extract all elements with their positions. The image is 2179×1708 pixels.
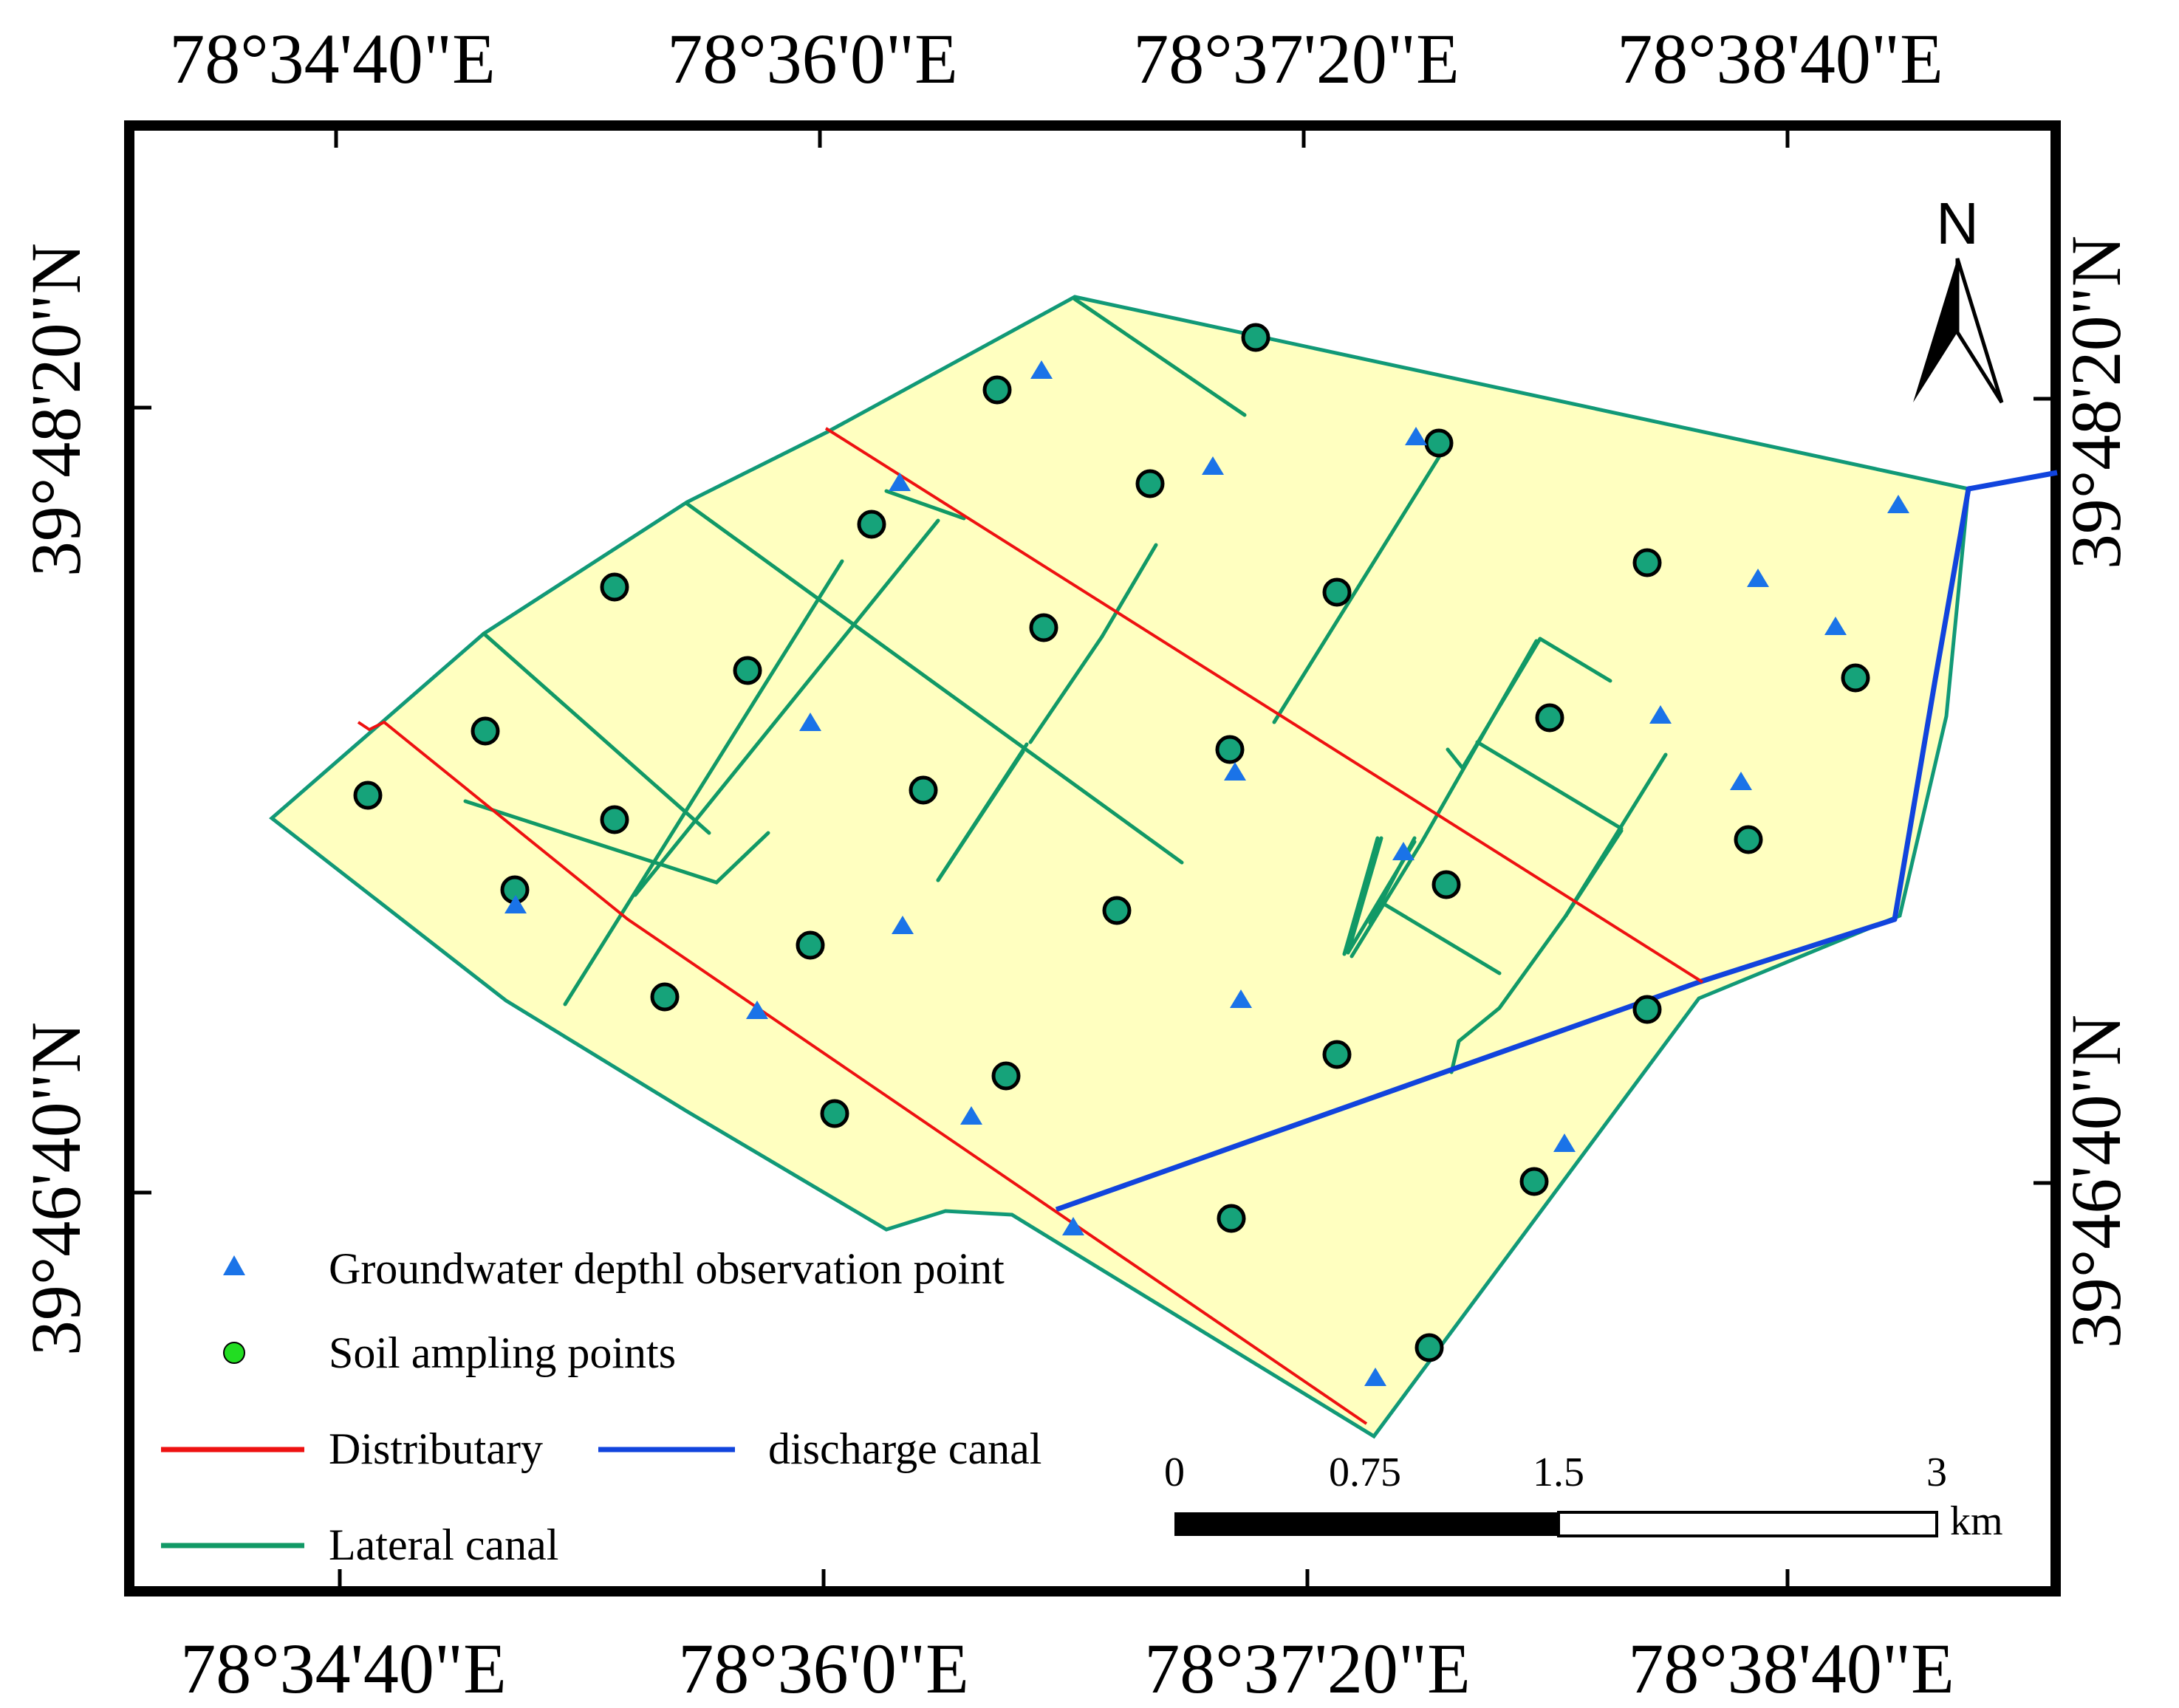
lat-label-left-2: 39°46'40"N bbox=[16, 1022, 95, 1356]
distributaries bbox=[357, 427, 1704, 1425]
frame-ticks bbox=[134, 130, 2051, 1587]
north-arrow: N bbox=[1913, 191, 2004, 404]
legend-groundwater-label: Groundwater depthl observation point bbox=[329, 1244, 1005, 1293]
lon-label-top-1: 78°34'40"E bbox=[169, 19, 496, 98]
north-arrow-right-half bbox=[1955, 258, 2004, 404]
scale-tick-3: 3 bbox=[1926, 1450, 1947, 1495]
north-arrow-left-half bbox=[1913, 258, 1957, 402]
legend-soil-symbol bbox=[223, 1342, 245, 1364]
legend-discharge-label: discharge canal bbox=[768, 1424, 1041, 1473]
lat-label-left-1: 39°48'20"N bbox=[16, 243, 95, 577]
legend-groundwater-symbol bbox=[223, 1255, 245, 1275]
scale-segment-black bbox=[1174, 1512, 1559, 1536]
lon-label-bottom-1: 78°34'40"E bbox=[180, 1629, 507, 1708]
lateral-canals bbox=[463, 297, 1668, 1074]
legend-distributary-label: Distributary bbox=[329, 1424, 543, 1473]
scale-bar: 0 0.75 1.5 3 km bbox=[1164, 1450, 2003, 1544]
scale-tick-0: 0 bbox=[1164, 1450, 1185, 1495]
scale-unit: km bbox=[1950, 1498, 2003, 1544]
legend-lateral-label: Lateral canal bbox=[329, 1520, 558, 1569]
scale-tick-075: 0.75 bbox=[1329, 1450, 1401, 1495]
lon-label-bottom-4: 78°38'40"E bbox=[1628, 1629, 1954, 1708]
map-frame bbox=[124, 120, 2061, 1596]
lon-label-bottom-3: 78°37'20"E bbox=[1144, 1629, 1471, 1708]
legend: Groundwater depthl observation point Soi… bbox=[161, 1244, 1041, 1569]
lat-label-right-2: 39°46'40"N bbox=[2056, 1015, 2135, 1348]
scale-tick-15: 1.5 bbox=[1533, 1450, 1584, 1495]
lon-label-top-4: 78°38'40"E bbox=[1617, 19, 1943, 98]
lon-label-bottom-2: 78°36'0"E bbox=[678, 1629, 969, 1708]
legend-soil-label: Soil ampling points bbox=[329, 1328, 676, 1377]
north-label: N bbox=[1936, 191, 1979, 256]
scale-segment-white bbox=[1557, 1511, 1938, 1537]
soil-sampling-points bbox=[353, 323, 1870, 1362]
lon-label-top-2: 78°36'0"E bbox=[667, 19, 958, 98]
lat-label-right-1: 39°48'20"N bbox=[2056, 236, 2135, 569]
study-area-polygon bbox=[269, 295, 1971, 1439]
lon-label-top-3: 78°37'20"E bbox=[1133, 19, 1460, 98]
discharge-canal-line bbox=[1055, 470, 2058, 1213]
groundwater-observation-points bbox=[504, 360, 1909, 1386]
